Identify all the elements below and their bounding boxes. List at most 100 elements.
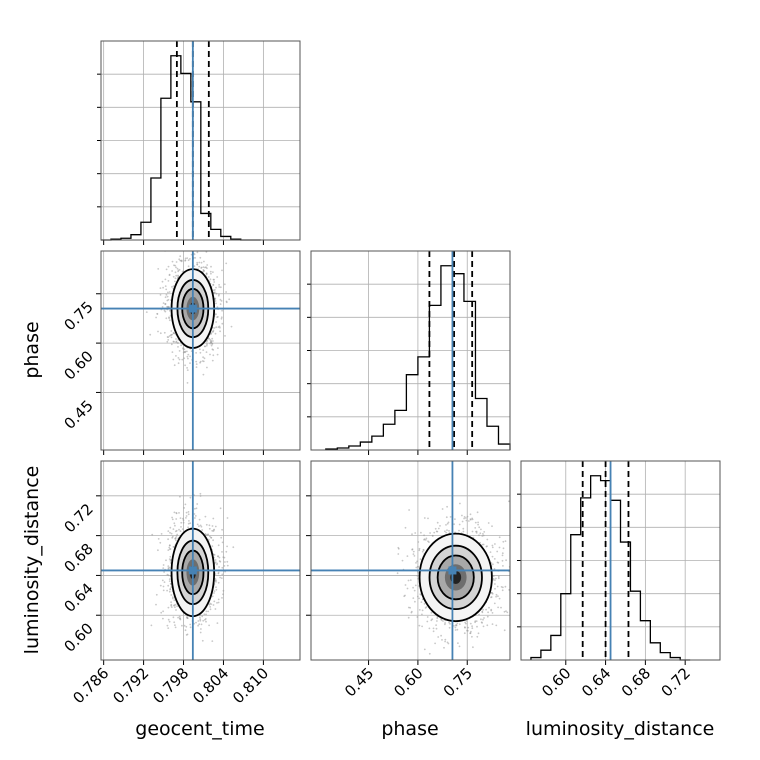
sample-point <box>206 264 209 266</box>
sample-point <box>177 346 179 348</box>
hist-panel-luminosity-distance: 0.60 0.64 0.68 0.72 <box>517 460 721 700</box>
sample-point <box>212 283 215 286</box>
sample-point <box>211 595 214 598</box>
sample-point <box>169 526 172 529</box>
panel-frame <box>100 250 301 451</box>
sample-point <box>201 615 204 618</box>
sample-point <box>175 539 177 542</box>
sample-point <box>160 611 163 614</box>
sample-point <box>482 608 484 611</box>
sample-point <box>206 343 208 346</box>
sample-point <box>446 505 448 508</box>
sample-point <box>187 526 190 529</box>
sample-point <box>172 596 174 599</box>
sample-point <box>445 531 448 534</box>
sample-point <box>214 300 217 302</box>
sample-point <box>189 258 191 260</box>
sample-point <box>203 357 206 360</box>
sample-point <box>170 336 173 339</box>
sample-point <box>418 597 420 600</box>
sample-point <box>459 502 461 505</box>
sample-point <box>490 592 493 594</box>
sample-point <box>162 286 165 289</box>
sample-point <box>211 545 214 547</box>
sample-point <box>204 345 207 348</box>
sample-point <box>421 609 424 612</box>
sample-point <box>179 517 182 519</box>
sample-point <box>189 623 192 626</box>
sample-point <box>425 537 428 540</box>
sample-point <box>223 556 226 559</box>
sample-point <box>171 536 174 539</box>
sample-point <box>219 303 222 305</box>
sample-point <box>168 291 171 293</box>
sample-point <box>486 615 489 618</box>
sample-point <box>189 496 192 499</box>
sample-point <box>471 530 474 533</box>
sample-point <box>204 533 207 535</box>
sample-point <box>430 611 433 614</box>
sample-point <box>433 531 436 534</box>
sample-point <box>474 621 476 624</box>
sample-point <box>175 512 178 514</box>
sample-point <box>162 567 165 569</box>
sample-point <box>188 248 190 250</box>
sample-point <box>162 585 165 588</box>
histogram-phase <box>325 265 511 450</box>
sample-point <box>216 353 219 356</box>
sample-point <box>177 270 180 273</box>
sample-point <box>464 626 466 629</box>
sample-point <box>170 601 173 603</box>
sample-point <box>415 562 417 564</box>
sample-point <box>466 515 469 518</box>
sample-point <box>198 518 201 521</box>
sample-point <box>408 509 410 511</box>
sample-point <box>170 343 173 346</box>
sample-point <box>488 606 490 609</box>
sample-point <box>221 528 224 531</box>
sample-point <box>225 262 228 265</box>
sample-point <box>210 265 212 268</box>
sample-point <box>223 565 226 567</box>
sample-point <box>213 600 216 603</box>
sample-point <box>475 532 478 534</box>
sample-point <box>222 589 225 592</box>
sample-point <box>442 620 444 622</box>
sample-point <box>221 309 224 312</box>
sample-point <box>424 607 427 609</box>
sample-point <box>215 321 218 323</box>
sample-point <box>185 515 188 517</box>
sample-point <box>441 508 444 510</box>
sample-point <box>211 359 214 362</box>
sample-point <box>168 309 171 312</box>
sample-point <box>212 354 215 357</box>
sample-point <box>406 587 409 590</box>
sample-point <box>462 530 465 533</box>
sample-point <box>482 618 484 621</box>
sample-point <box>218 286 221 288</box>
sample-point <box>196 662 198 664</box>
sample-point <box>195 352 198 354</box>
sample-point <box>220 536 223 539</box>
sample-point <box>446 522 449 525</box>
sample-point <box>199 618 202 621</box>
sample-point <box>486 545 488 548</box>
sample-point <box>476 511 479 514</box>
sample-point <box>461 520 464 523</box>
sample-point <box>500 606 502 609</box>
sample-point <box>211 337 214 340</box>
panel-frame <box>520 460 721 661</box>
sample-point <box>502 565 504 567</box>
sample-point <box>476 635 479 638</box>
sample-point <box>150 624 153 627</box>
sample-point <box>417 566 419 568</box>
sample-point <box>492 563 494 566</box>
sample-point <box>187 357 189 360</box>
sample-point <box>155 593 158 596</box>
sample-point <box>466 629 468 632</box>
sample-point <box>497 595 499 598</box>
sample-point <box>176 605 179 608</box>
sample-point <box>212 530 215 532</box>
sample-point <box>172 358 175 361</box>
